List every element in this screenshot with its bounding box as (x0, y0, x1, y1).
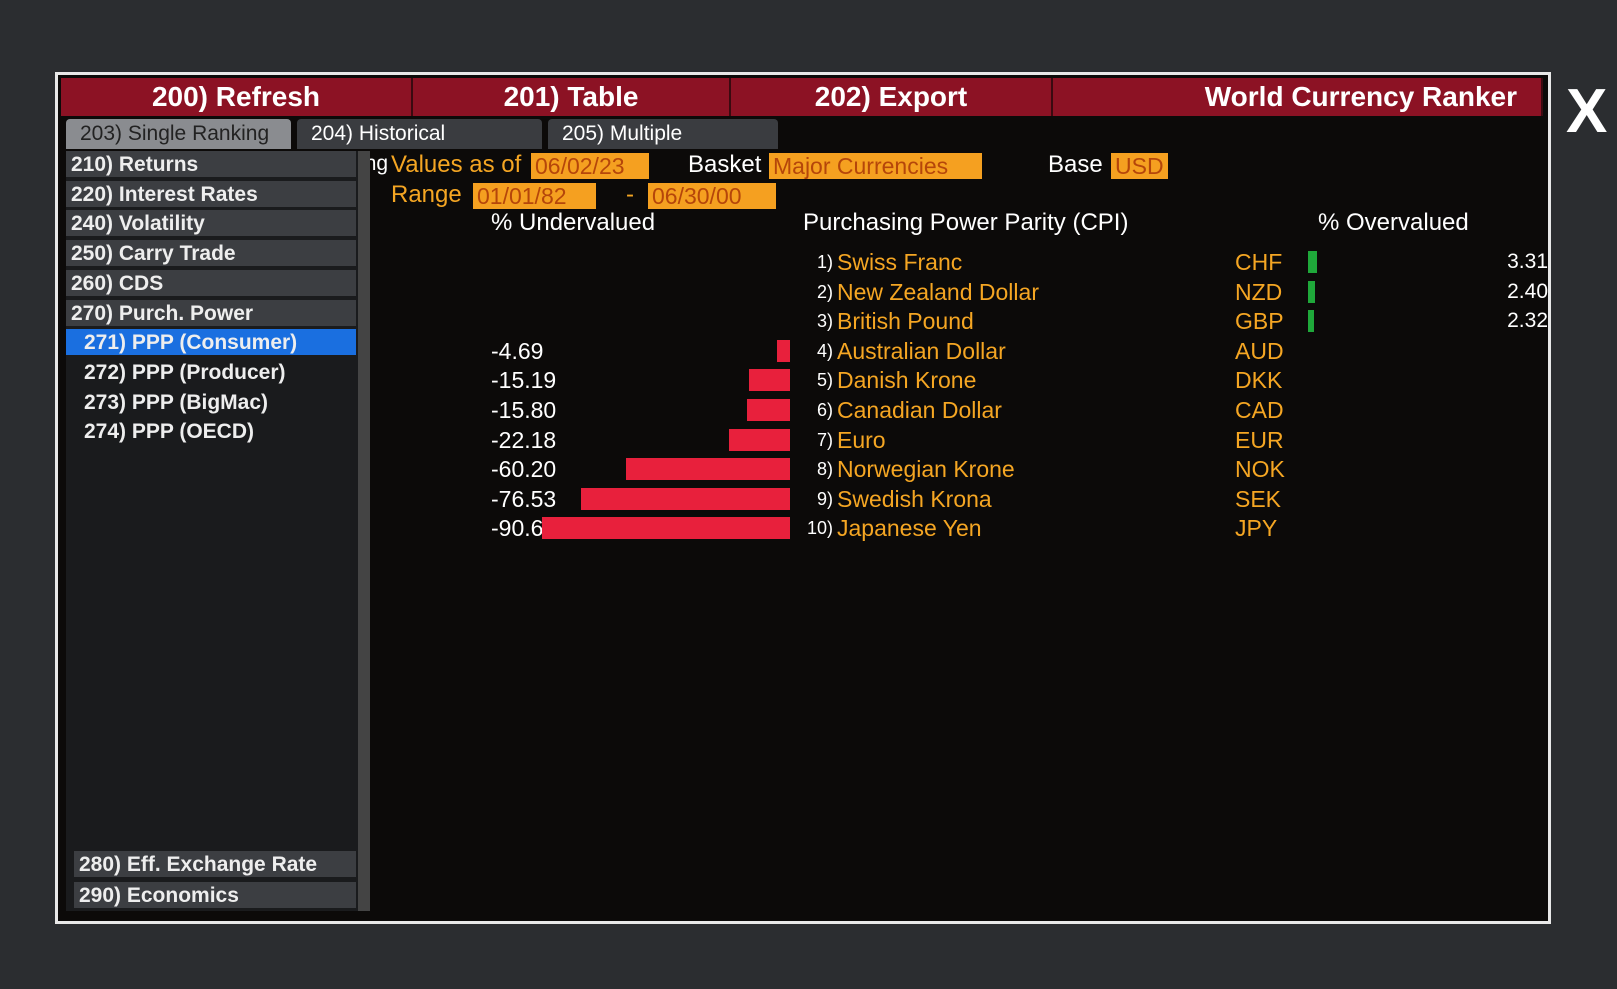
label: Base (1048, 151, 1103, 178)
rank: 3) (816, 311, 833, 332)
value-label: -15.19 (491, 367, 557, 394)
currency-name[interactable]: Canadian Dollar (837, 397, 1002, 423)
label: Range (391, 181, 462, 208)
menu-item[interactable]: 280) Eff. Exchange Rate (74, 851, 356, 879)
value-label: 3.31 (1507, 250, 1548, 273)
bar (1308, 251, 1318, 273)
column-header: Purchasing Power Parity (CPI) (803, 209, 1129, 236)
rank: 10) (806, 518, 833, 539)
value-label: 2.32 (1507, 309, 1548, 333)
currency-code: CAD (1235, 397, 1284, 423)
date-field[interactable]: 06/02/23 (531, 153, 649, 179)
currency-code: CHF (1235, 249, 1283, 275)
value-label: 2.40 (1507, 279, 1548, 303)
export-button[interactable]: 202) Export (731, 78, 1053, 116)
separator: - (626, 181, 634, 208)
currency-code: NZD (1235, 278, 1283, 305)
currency-code: AUD (1235, 337, 1284, 364)
menu-item[interactable]: 260) CDS (66, 269, 356, 298)
rank: 1) (816, 252, 833, 272)
bar (746, 399, 790, 421)
value-label: -15.80 (491, 397, 557, 423)
label: Basket (688, 151, 762, 178)
currency-name[interactable]: Australian Dollar (837, 337, 1006, 364)
date-field[interactable]: 01/01/82 (473, 183, 596, 209)
bar (1308, 310, 1315, 333)
menu-item[interactable]: 272) PPP (Producer) (66, 358, 356, 387)
bar (542, 517, 790, 540)
currency-name[interactable]: Japanese Yen (837, 515, 982, 542)
menu-item[interactable]: 220) Interest Rates (66, 180, 356, 209)
currency-code: DKK (1235, 367, 1283, 394)
value-label: -4.69 (491, 337, 544, 364)
bar (777, 339, 790, 362)
bar (1308, 280, 1315, 303)
window: 200) Refresh 201) Table 202) Export Worl… (55, 72, 1551, 924)
currency-name[interactable]: Swedish Krona (837, 485, 992, 512)
rank: 2) (816, 281, 833, 302)
table-button[interactable]: 201) Table (413, 78, 731, 116)
tab[interactable]: 204) Historical Ranking (297, 119, 542, 175)
currency-name[interactable]: New Zealand Dollar (837, 278, 1039, 305)
menu-item[interactable]: 271) PPP (Consumer) (66, 329, 356, 358)
scrollbar[interactable] (358, 151, 370, 911)
side-menu: 210) Returns 220) Interest Rates 240) Vola… (66, 151, 366, 911)
menu-item[interactable]: 240) Volatility (66, 210, 356, 239)
currency-code: SEK (1235, 485, 1282, 512)
refresh-button[interactable]: 200) Refresh (61, 78, 413, 116)
basket-field[interactable]: Major Currencies (769, 153, 982, 179)
rank: 4) (816, 340, 833, 361)
menu-item[interactable]: 273) PPP (BigMac) (66, 388, 356, 417)
currency-name[interactable]: Swiss Franc (837, 249, 963, 275)
ranking-area: Values as of 06/02/23 Basket Major Curre… (388, 151, 1548, 911)
currency-name[interactable]: Danish Krone (837, 367, 977, 394)
base-field[interactable]: USD (1111, 153, 1168, 179)
rank: 8) (816, 459, 833, 480)
currency-code: JPY (1235, 515, 1278, 542)
currency-code: GBP (1235, 308, 1284, 335)
rank: 7) (816, 429, 833, 450)
currency-name[interactable]: British Pound (837, 308, 974, 335)
value-label: -60.20 (491, 456, 557, 483)
close-button[interactable]: X (1566, 77, 1608, 146)
bar (748, 369, 790, 392)
bar (581, 487, 790, 510)
menu-item[interactable]: 250) Carry Trade (66, 240, 356, 269)
label: Values as of (391, 151, 522, 178)
rank: 5) (816, 370, 833, 391)
currency-name[interactable]: Euro (837, 426, 886, 453)
menu-item[interactable]: 274) PPP (OECD) (66, 418, 356, 447)
bar (729, 428, 790, 451)
bar (625, 458, 790, 481)
column-header: % Overvalued (1318, 209, 1469, 236)
rank: 6) (816, 400, 833, 420)
menu-item[interactable]: 270) Purch. Power (66, 299, 356, 328)
currency-code: NOK (1235, 456, 1285, 483)
tab[interactable]: 203) Single Ranking (66, 119, 291, 149)
currency-name[interactable]: Norwegian Krone (837, 456, 1015, 483)
column-header: % Undervalued (491, 209, 656, 236)
window-title: World Currency Ranker (1053, 78, 1543, 116)
value-label: -76.53 (491, 485, 557, 512)
value-label: -22.18 (491, 426, 557, 453)
currency-code: EUR (1235, 426, 1284, 453)
tab[interactable]: 205) Multiple Ranking (548, 119, 778, 175)
rank: 9) (816, 488, 833, 509)
date-field[interactable]: 06/30/00 (648, 183, 776, 209)
menu-item[interactable]: 210) Returns (66, 151, 356, 179)
menu-item[interactable]: 290) Economics (74, 882, 356, 910)
